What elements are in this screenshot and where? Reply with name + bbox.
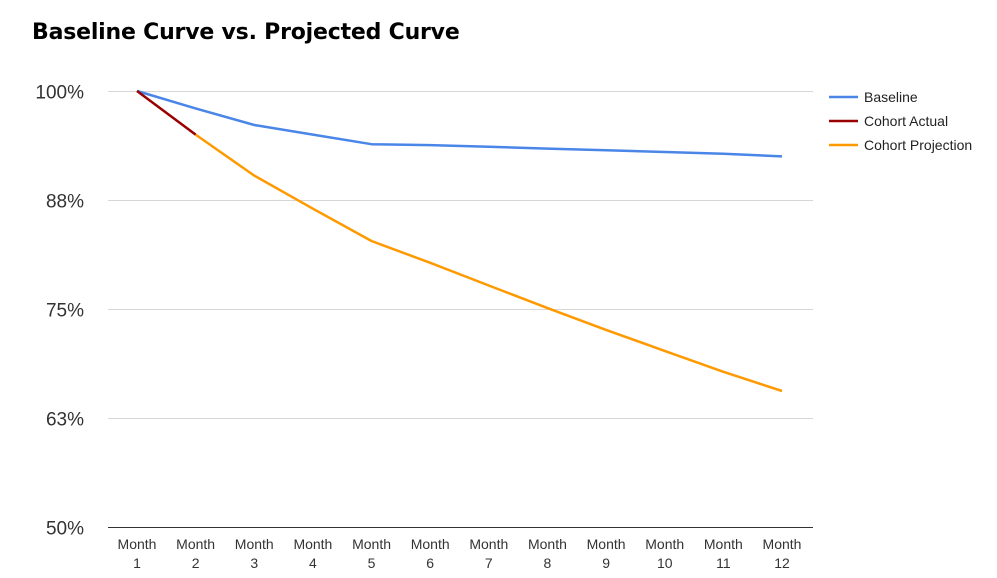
y-tick-label: 63% [46,410,84,431]
gridlines [108,91,813,528]
x-tick-label: 3 [250,555,258,571]
x-tick-label: 7 [485,555,493,571]
x-tick-label: Month [587,536,626,552]
series-line-cohort-projection [194,133,783,393]
x-tick-label: Month [469,536,508,552]
x-axis-ticks: Month 1 Month 2 Month 3 Month 4 Month 5 Month 6 Mont… [118,536,802,571]
x-tick-label: 5 [368,555,376,571]
x-tick-label: 1 [133,555,141,571]
legend-label: Cohort Actual [864,113,948,129]
x-tick-label: 10 [657,555,673,571]
y-tick-label: 50% [46,519,84,540]
series-line-baseline [136,89,783,158]
x-tick-label: 9 [602,555,610,571]
x-tick-label: Month [645,536,684,552]
legend-label: Baseline [864,89,918,105]
x-tick-label: Month [118,536,157,552]
y-tick-label: 100% [35,83,84,104]
legend: Baseline Cohort Actual Cohort Projection [829,89,972,153]
x-tick-label: Month [763,536,802,552]
x-tick-label: 8 [544,555,552,571]
x-tick-label: 11 [716,555,731,571]
x-tick-label: Month [528,536,567,552]
x-tick-label: Month [704,536,743,552]
x-tick-label: Month [352,536,391,552]
x-tick-label: 4 [309,555,317,571]
series-lines [136,89,783,393]
legend-label: Cohort Projection [864,137,972,153]
x-tick-label: Month [411,536,450,552]
x-tick-label: 6 [426,555,434,571]
chart-title: Baseline Curve vs. Projected Curve [32,20,460,45]
x-tick-label: 12 [774,555,790,571]
y-tick-label: 75% [46,301,84,322]
x-tick-label: Month [176,536,215,552]
y-axis-ticks: 50% 63% 75% 88% 100% [35,83,84,540]
y-tick-label: 88% [46,192,84,213]
series-line-cohort-actual [136,89,197,136]
x-tick-label: Month [293,536,332,552]
x-tick-label: 2 [192,555,200,571]
x-tick-label: Month [235,536,274,552]
